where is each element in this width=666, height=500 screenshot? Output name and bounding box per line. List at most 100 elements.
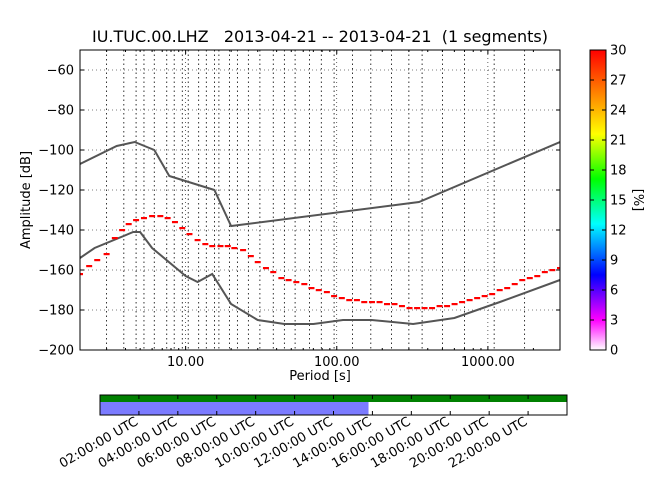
y-tick-label: −100 [38, 144, 74, 159]
pdf-mode-point [119, 229, 126, 232]
pdf-mode-point [346, 299, 353, 302]
pdf-mode-point [125, 223, 132, 226]
pdf-mode-point [353, 299, 360, 302]
pdf-mode-point [459, 301, 466, 304]
pdf-mode-point [444, 305, 451, 308]
colorbar-tick-label: 15 [610, 194, 627, 209]
pdf-mode-point [224, 245, 231, 248]
pdf-mode-point [384, 303, 391, 306]
x-tick-label: 1000.00 [461, 355, 515, 370]
pdf-mode-point [331, 295, 338, 298]
vertical-markers [106, 50, 526, 350]
noise-model-line [80, 231, 560, 326]
pdf-mode-point [140, 217, 147, 220]
pdf-mode-point [451, 303, 458, 306]
chart-title: IU.TUC.00.LHZ 2013-04-21 -- 2013-04-21 (… [92, 27, 548, 46]
pdf-mode-point [436, 305, 443, 308]
pdf-mode-point [278, 277, 285, 280]
colorbar-ticks: 0 3 6 9 12 15 18 21 24 27 30 [590, 44, 627, 359]
pdf-mode-point [338, 297, 345, 300]
colorbar-tick-label: 30 [610, 44, 627, 59]
pdf-mode-point [481, 295, 488, 298]
noise-model-line [80, 140, 560, 228]
x-tick-label: 100.00 [314, 355, 360, 370]
colorbar: 0 3 6 9 12 15 18 21 24 27 30 [%] [589, 44, 645, 359]
pdf-mode-point [541, 271, 548, 274]
pdf-mode-point [86, 265, 93, 268]
pdf-mode-point [94, 259, 101, 262]
colorbar-tick-label: 18 [610, 164, 627, 179]
pdf-mode-point [504, 287, 511, 290]
colorbar-tick-label: 9 [610, 254, 618, 269]
pdf-mode-point [202, 243, 209, 246]
plot-frame [79, 49, 561, 351]
pdf-mode-point [414, 307, 421, 310]
pdf-mode-point [534, 275, 541, 278]
pdf-mode-point [231, 247, 238, 250]
y-tick-label: −120 [38, 184, 74, 199]
pdf-mode-point [194, 239, 201, 242]
pdf-mode-point [391, 303, 398, 306]
pdf-mode-point [80, 273, 83, 276]
pdf-mode-point [557, 267, 560, 270]
y-tick-label: −60 [47, 64, 74, 79]
colorbar-tick-label: 0 [610, 344, 618, 359]
pdf-mode-point [323, 291, 330, 294]
y-tick-label: −80 [47, 104, 74, 119]
y-tick-label: −160 [38, 264, 74, 279]
x-axis-ticks: 10.00 100.00 1000.00 [79, 50, 561, 370]
pdf-mode-point [474, 297, 481, 300]
pdf-mode-point [247, 255, 254, 258]
pdf-mode-point [149, 215, 156, 218]
pdf-mode-point [179, 227, 186, 230]
colorbar-tick-label: 6 [610, 284, 618, 299]
grid-lines [80, 50, 560, 350]
y-axis-ticks: −60 −80 −100 −120 −140 −160 −180 −200 [38, 64, 560, 359]
pdf-mode-point [496, 289, 503, 292]
pdf-mode-point [217, 245, 224, 248]
pdf-mode-point [361, 301, 368, 304]
pdf-mode-point [209, 245, 216, 248]
pdf-mode-point [270, 271, 277, 274]
pdf-mode-point [549, 269, 556, 272]
pdf-mode-point [157, 215, 164, 218]
pdf-mode-point [293, 281, 300, 284]
pdf-mode-point [285, 279, 292, 282]
colorbar-tick-label: 24 [610, 104, 627, 119]
psd-coverage-bar [100, 402, 369, 415]
y-axis-label: Amplitude [dB] [19, 151, 34, 249]
data-series [80, 140, 560, 326]
pdf-mode-point [466, 299, 473, 302]
pdf-mode-point [376, 301, 383, 304]
pdf-mode-point [368, 301, 375, 304]
pdf-mode-point [511, 283, 518, 286]
pdf-mode-point [103, 253, 110, 256]
pdf-mode-point [519, 279, 526, 282]
pdf-mode-point [489, 293, 496, 296]
pdf-mode-point [398, 305, 405, 308]
colorbar-tick-label: 27 [610, 74, 627, 89]
y-tick-label: −200 [38, 344, 74, 359]
pdf-mode-point [406, 307, 413, 310]
pdf-mode-point [133, 219, 140, 222]
pdf-mode-point [254, 261, 261, 264]
colorbar-tick-label: 3 [610, 314, 618, 329]
colorbar-tick-label: 12 [610, 224, 627, 239]
x-tick-label: 10.00 [167, 355, 204, 370]
pdf-mode-point [301, 283, 308, 286]
pdf-mode-point [111, 237, 118, 240]
pdf-mode-point [171, 221, 178, 224]
colorbar-tick-label: 21 [610, 134, 627, 149]
y-tick-label: −140 [38, 224, 74, 239]
colorbar-label: [%] [630, 189, 645, 212]
pdf-mode-point [526, 277, 533, 280]
pdf-mode-point [308, 287, 315, 290]
pdf-mode-point [315, 289, 322, 292]
plot-background [80, 50, 560, 350]
pdf-mode-point [186, 233, 193, 236]
ppsd-plot-area: −60 −80 −100 −120 −140 −160 −180 −200 10.00 100.… [38, 49, 561, 370]
pdf-mode-point [429, 307, 436, 310]
pdf-mode-point [164, 217, 171, 220]
